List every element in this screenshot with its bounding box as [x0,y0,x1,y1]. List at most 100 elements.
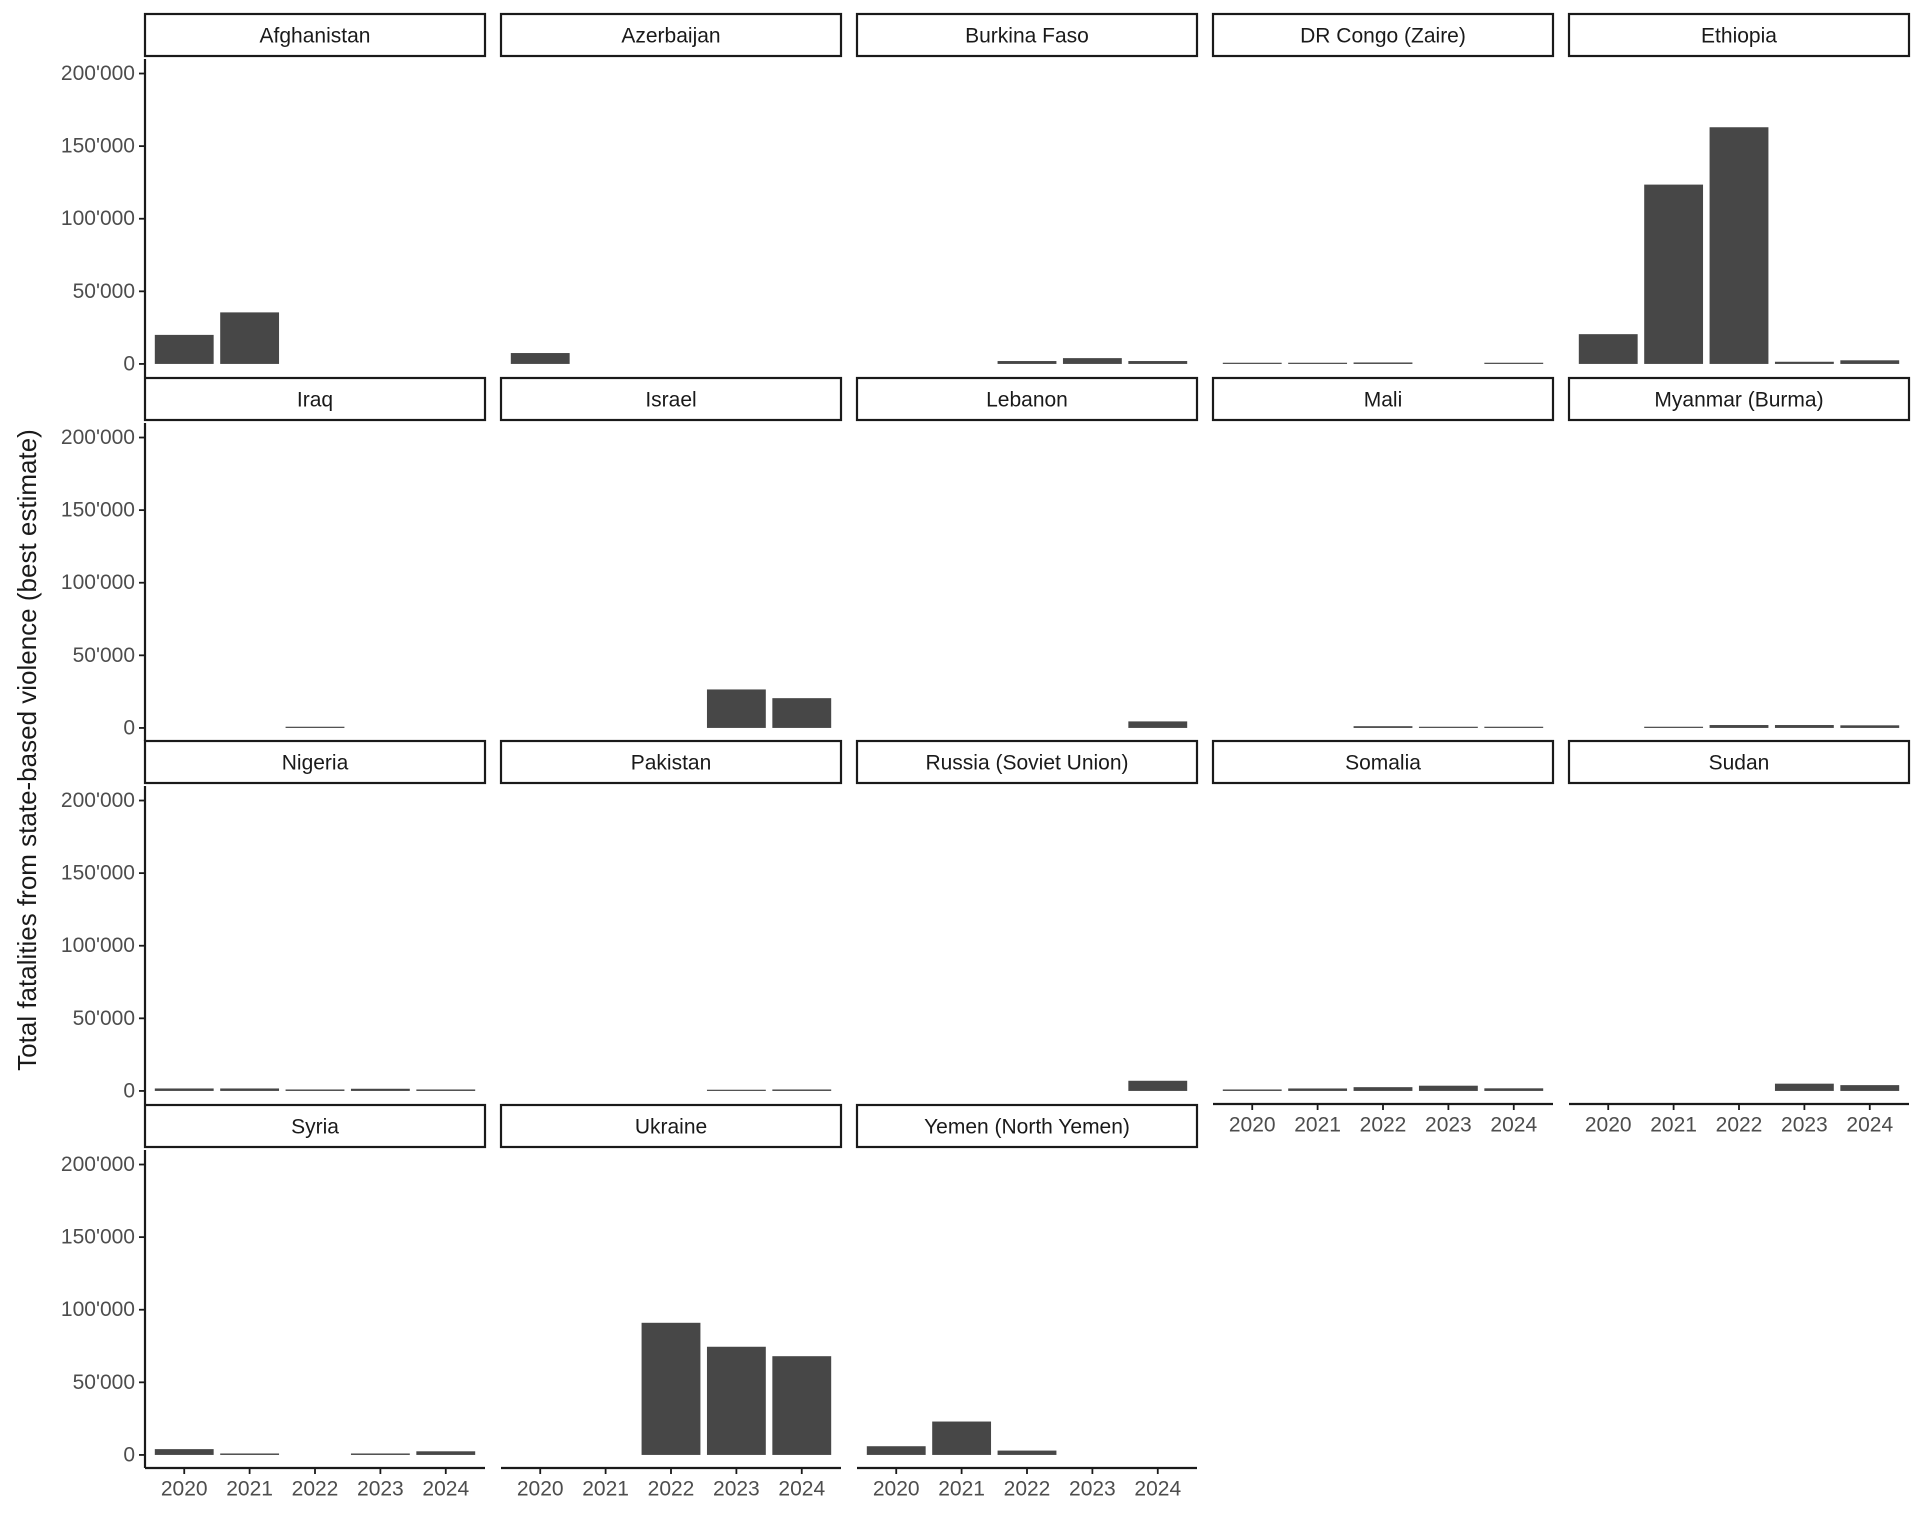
facet-strip [855,12,1199,58]
y-tick-label: 50'000 [73,1371,135,1394]
facet-strip-label: Ethiopia [1701,25,1777,48]
x-tick-label: 2023 [1425,1114,1472,1137]
x-tick-label: 2021 [226,1478,273,1501]
facet-strip [143,739,487,785]
bar [1840,1085,1900,1091]
facet-strip [1567,739,1911,785]
facet-panel: DR Congo (Zaire) [1211,12,1555,364]
facet-panel: Russia (Soviet Union) [855,739,1199,1091]
bar [1644,726,1704,728]
bar [1353,362,1413,364]
facet-strip-label: Pakistan [631,752,712,775]
facet-strip-label: Sudan [1709,752,1770,775]
bar [706,1346,766,1455]
x-tick-label: 2024 [1134,1478,1181,1501]
y-tick-label: 100'000 [61,571,135,594]
y-tick-label: 150'000 [61,135,135,158]
y-tick-label: 50'000 [73,1007,135,1030]
bar [1288,1088,1348,1091]
x-tick-label: 2022 [1716,1114,1763,1137]
y-tick-label: 0 [123,1079,135,1102]
bar [1709,127,1769,364]
y-tick-label: 100'000 [61,1298,135,1321]
facet-panel: Ukraine 2020 2021 2022 2023 2024 [499,1103,843,1501]
facet-strip-label: Burkina Faso [965,25,1089,48]
bar [997,361,1057,364]
bar [285,726,345,728]
y-tick-label: 200'000 [61,1153,135,1176]
bar [1128,721,1188,728]
bar [1709,725,1769,728]
bar [932,1421,992,1455]
facet-panel: Burkina Faso [855,12,1199,364]
bar [772,698,832,728]
x-tick-label: 2020 [873,1478,920,1501]
y-tick-label: 150'000 [61,499,135,522]
facet-strip [855,739,1199,785]
facet-strip-label: Iraq [297,389,333,412]
x-tick-label: 2023 [1069,1478,1116,1501]
bar [772,1356,832,1455]
y-tick-label: 0 [123,1443,135,1466]
bar [1578,334,1638,364]
bar [220,1088,280,1091]
bar [1774,361,1834,364]
x-tick-label: 2020 [161,1478,208,1501]
x-tick-label: 2023 [1781,1114,1828,1137]
facet-strip-label: Syria [291,1116,339,1139]
bar [1128,361,1188,364]
x-tick-label: 2023 [713,1478,760,1501]
facet-panel: Lebanon [855,376,1199,728]
facet-strip-label: Azerbaijan [621,25,720,48]
facet-strip-label: Russia (Soviet Union) [925,752,1128,775]
bar [1644,184,1704,364]
facet-strip-label: DR Congo (Zaire) [1300,25,1466,48]
bar [1222,1089,1282,1091]
bar [1774,1083,1834,1091]
x-tick-label: 2022 [292,1478,339,1501]
bar [416,1089,476,1091]
facet-strip-label: Mali [1364,389,1403,412]
facet-panel: Somalia 2020 2021 2022 2023 2024 [1211,739,1555,1137]
bar [220,1453,280,1455]
facet-strip-label: Somalia [1345,752,1421,775]
x-tick-label: 2021 [1294,1114,1341,1137]
facet-strip [143,12,487,58]
y-tick-label: 200'000 [61,62,135,85]
x-tick-label: 2020 [1585,1114,1632,1137]
x-tick-label: 2021 [938,1478,985,1501]
facet-panel: Afghanistan 0 50'000 100'000 150'000 200'000 [61,12,487,377]
facet-strip-label: Myanmar (Burma) [1654,389,1823,412]
facet-strip-label: Nigeria [282,752,349,775]
facet-strip [499,1103,843,1149]
facet-panel: Mali [1211,376,1555,728]
x-tick-label: 2024 [1846,1114,1893,1137]
facet-strip [1567,376,1911,422]
facet-strip [143,376,487,422]
x-tick-label: 2020 [517,1478,564,1501]
x-tick-label: 2024 [1490,1114,1537,1137]
y-tick-label: 100'000 [61,934,135,957]
y-tick-label: 50'000 [73,644,135,667]
facet-panel: Nigeria 0 50'000 100'000 150'000 200'000 [61,739,487,1104]
bar [706,689,766,728]
bar [154,334,214,364]
facet-panel: Sudan 2020 2021 2022 2023 2024 [1567,739,1911,1137]
x-tick-label: 2021 [582,1478,629,1501]
facet-strip-label: Israel [645,389,696,412]
bar [1353,1087,1413,1091]
x-tick-label: 2023 [357,1478,404,1501]
facet-strip [855,1103,1199,1149]
facet-strip-label: Afghanistan [260,25,371,48]
bar [1840,725,1900,728]
y-tick-label: 0 [123,352,135,375]
x-tick-label: 2024 [422,1478,469,1501]
bar [1353,726,1413,728]
bar [416,1451,476,1455]
facet-strip-label: Lebanon [986,389,1068,412]
facet-strip [1211,739,1555,785]
y-tick-label: 200'000 [61,426,135,449]
facet-strip [499,376,843,422]
facet-panel: Ethiopia [1567,12,1911,364]
